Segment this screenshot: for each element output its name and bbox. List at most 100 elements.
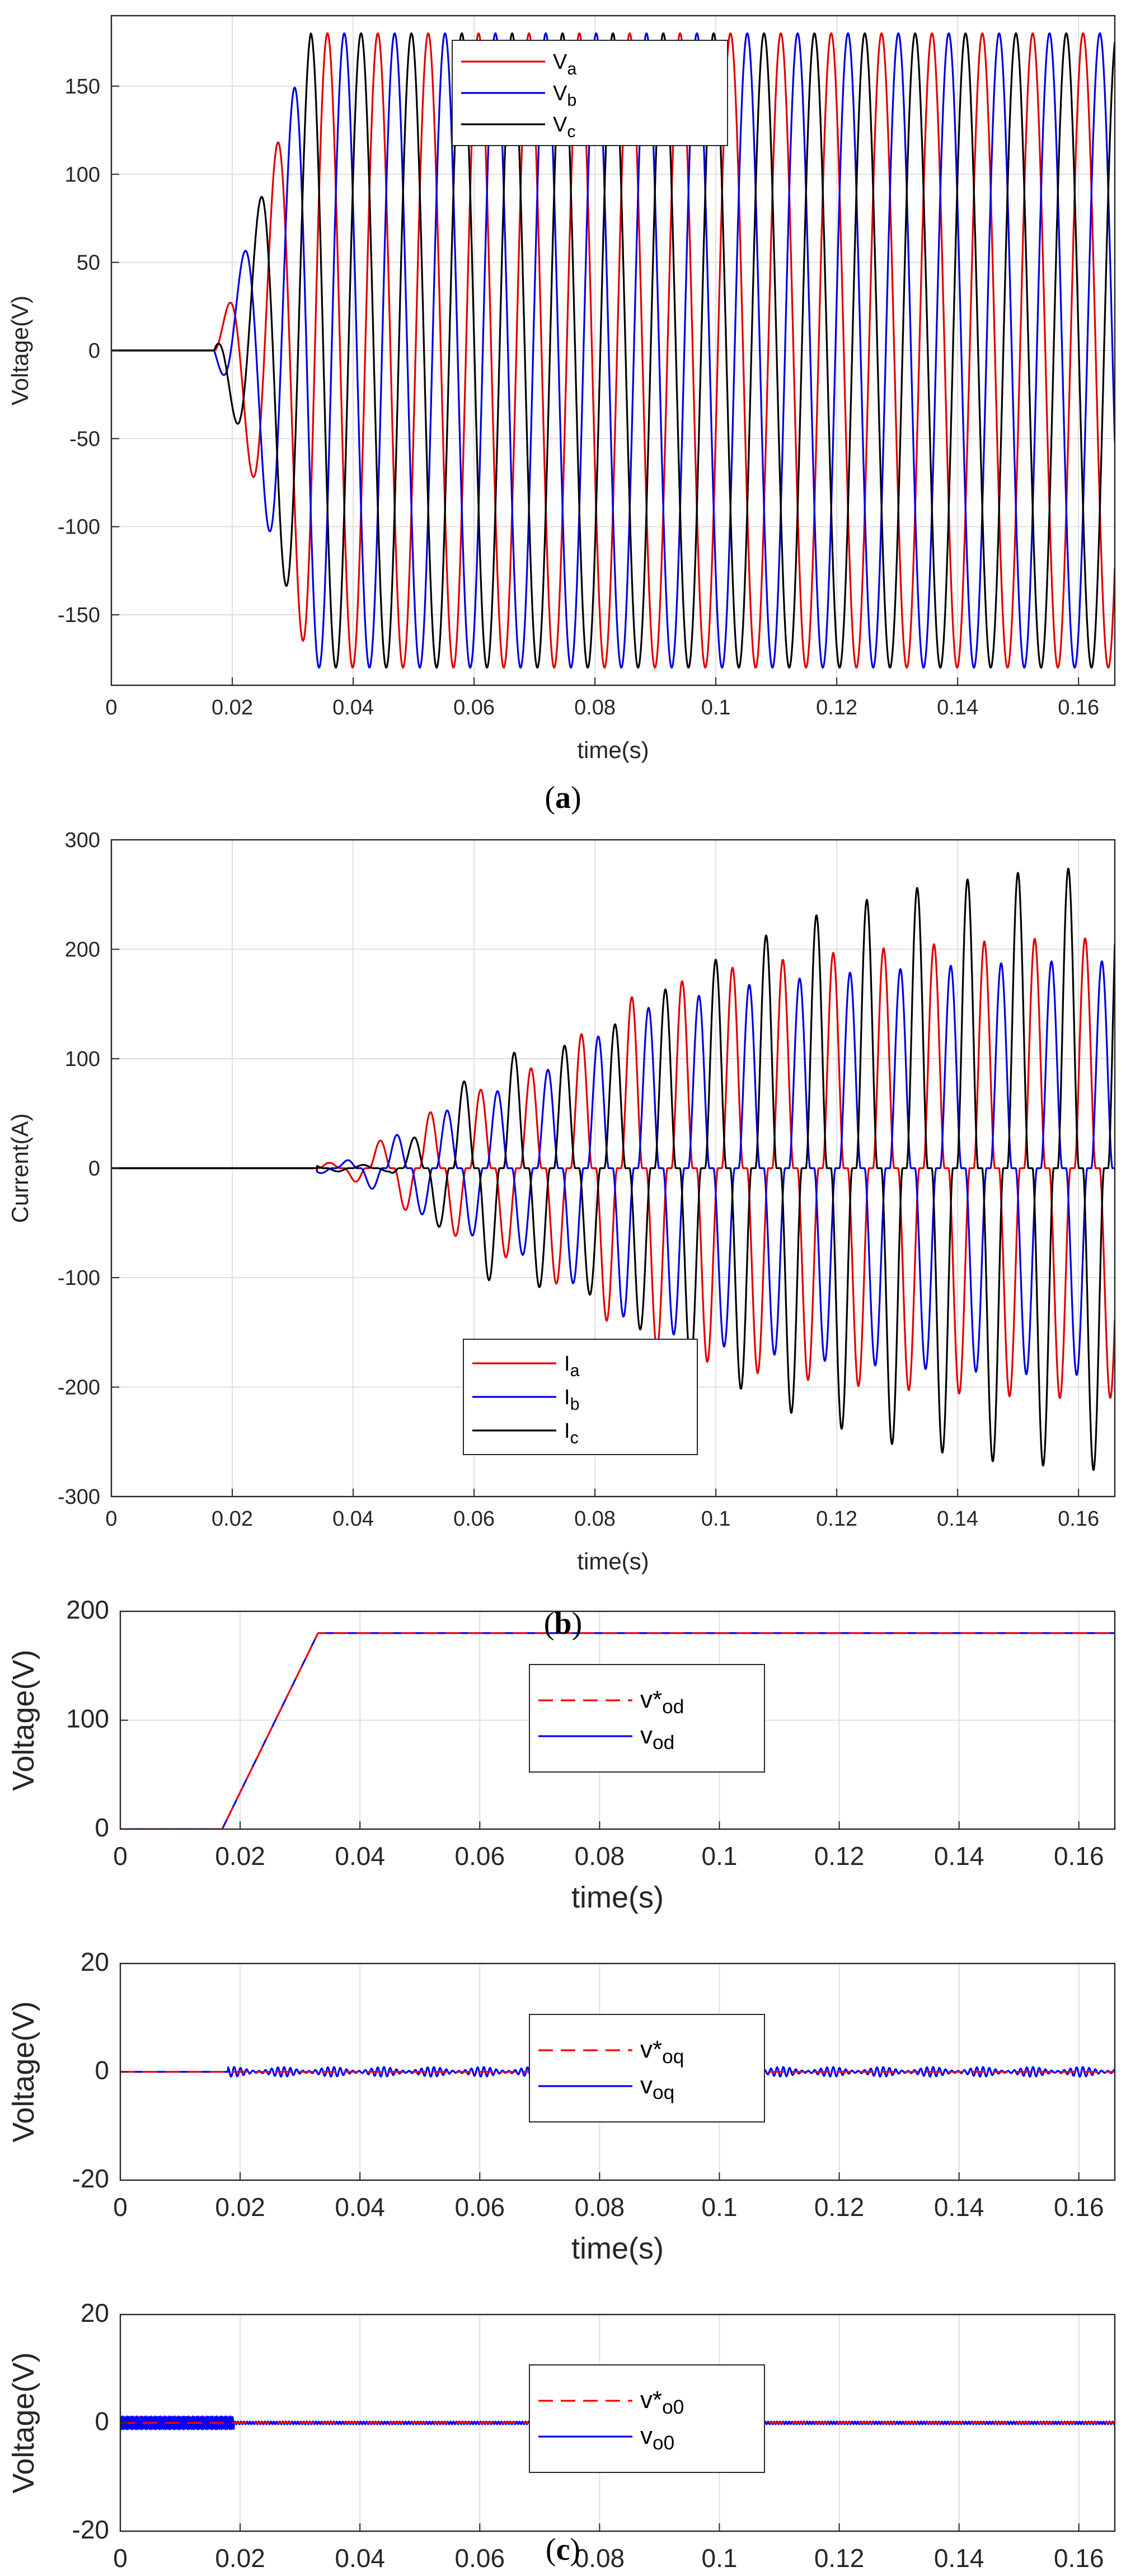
x-tick-label: 0.12 (816, 696, 857, 719)
legend-label-vo0: vo0 (640, 2422, 674, 2454)
chart-b: 0 0.02 0.04 0.06 0.08 0.1 0.12 0.14 0.16 300 200 10… (7, 829, 1116, 1574)
legend: v*o0 vo0 (529, 2364, 765, 2473)
legend: Va Vb Vc (452, 40, 728, 146)
legend-box (529, 1664, 765, 1773)
y-tick-label: 200 (66, 1595, 109, 1624)
legend: v*oq voq (529, 2014, 765, 2122)
y-tick-label: 100 (66, 1704, 109, 1733)
y-tick-label: 200 (65, 938, 100, 962)
legend-label-Ia: Ia (564, 1352, 580, 1380)
x-tick-label: 0.16 (1054, 2544, 1104, 2573)
x-tick-label: 0.16 (1054, 1841, 1104, 1871)
x-tick-label: 0.08 (574, 696, 616, 719)
series-line-Ic (111, 867, 1115, 1471)
x-tick-label: 0.1 (702, 2544, 738, 2573)
x-tick-label: 0.08 (574, 1507, 616, 1531)
x-tick-label: 0.02 (215, 2192, 265, 2222)
y-tick-label: 100 (65, 163, 100, 186)
y-axis-label: Voltage(V) (7, 2352, 40, 2493)
legend-box (529, 2014, 765, 2122)
x-tick-label: 0 (105, 696, 117, 719)
x-tick-label: 0.04 (335, 2192, 385, 2222)
x-tick-label: 0.12 (814, 1841, 865, 1871)
legend-label-Ib: Ib (564, 1386, 579, 1414)
series-group (120, 1632, 1115, 1829)
legend-label-Va: Va (553, 50, 576, 78)
legend-label-vod: vod (640, 1722, 674, 1754)
legend-label-v*oq: v*oq (640, 2036, 684, 2068)
x-tick-label: 0.14 (937, 1507, 978, 1531)
x-tick-label: 0.04 (332, 696, 374, 719)
x-tick-label: 0.04 (335, 2544, 385, 2573)
series-group (111, 32, 1115, 669)
y-tick-label: 20 (81, 1947, 109, 1976)
y-tick-label: 100 (65, 1048, 100, 1071)
x-tick-label: 0.14 (934, 2192, 984, 2222)
caption-b: (b) (544, 1606, 582, 1641)
x-tick-label: 0.1 (701, 696, 731, 719)
x-tick-label: 0 (105, 1507, 117, 1531)
legend-label-voq: voq (640, 2072, 674, 2103)
x-tick-label: 0.02 (215, 2544, 265, 2573)
x-tick-label: 0.08 (575, 2544, 625, 2573)
chart-c3: 00.020.040.060.080.10.120.140.16200-20ti… (7, 2298, 1116, 2573)
x-tick-label: 0.06 (453, 1507, 495, 1531)
y-tick-label: -20 (72, 2164, 109, 2193)
x-tick-label: 0.16 (1058, 696, 1099, 719)
x-tick-label: 0.14 (937, 696, 978, 719)
x-tick-label: 0 (113, 2192, 128, 2222)
y-tick-label: 300 (65, 829, 100, 852)
y-tick-label: 0 (88, 339, 100, 363)
x-tick-label: 0.1 (702, 2192, 738, 2222)
x-axis-label: time(s) (571, 1881, 664, 1914)
x-axis-label: time(s) (577, 737, 649, 763)
x-tick-label: 0.04 (332, 1507, 374, 1531)
chart-c2: 0 0.02 0.04 0.06 0.08 0.1 0.12 0.14 0.16200-20ti… (7, 1947, 1116, 2265)
x-tick-label: 0 (113, 2544, 128, 2573)
legend-label-v*o0: v*o0 (640, 2386, 684, 2418)
x-tick-label: 0.12 (814, 2192, 865, 2222)
y-tick-label: 20 (81, 2298, 109, 2327)
chart-c1: 0 0.02 0.04 0.06 0.08 0.1 0.12 0.14 0.16 200 100 0 t… (7, 1595, 1116, 1914)
legend-label-v*od: v*od (640, 1686, 684, 1718)
x-tick-label: 0.1 (702, 1841, 738, 1871)
y-tick-label: 0 (95, 2056, 109, 2085)
y-tick-label: -200 (58, 1376, 100, 1400)
y-tick-label: 150 (65, 75, 100, 99)
legend-label-Vc: Vc (553, 113, 576, 141)
x-axis-label: time(s) (577, 1548, 649, 1574)
y-tick-label: -20 (72, 2515, 109, 2544)
legend-box (529, 2364, 765, 2473)
y-axis-label: Voltage(V) (7, 2001, 40, 2142)
legend-label-Ic: Ic (564, 1419, 579, 1447)
y-axis-label: Voltage(V) (7, 296, 33, 405)
legend: Ia Ib Ic (463, 1339, 698, 1455)
y-axis-label: Voltage(V) (7, 1649, 40, 1790)
y-tick-label: -50 (69, 427, 100, 451)
y-tick-label: 50 (77, 251, 100, 275)
x-tick-label: 0.02 (215, 1841, 265, 1871)
series-line-v*od (120, 1632, 1115, 1829)
series-group (111, 867, 1115, 1471)
x-tick-label: 0.14 (934, 2544, 984, 2573)
x-tick-label: 0.12 (814, 2544, 865, 2573)
y-tick-label: -150 (58, 604, 100, 627)
series-line-Vc (111, 32, 1115, 669)
y-tick-label: 0 (95, 2407, 109, 2436)
x-tick-label: 0.06 (455, 1841, 505, 1871)
legend-label-Vb: Vb (553, 82, 576, 110)
y-tick-label: 0 (95, 1813, 109, 1842)
legend: v*od vod (529, 1664, 765, 1773)
x-tick-label: 0.06 (455, 2544, 505, 2573)
y-tick-label: -100 (58, 1266, 100, 1290)
y-tick-label: -300 (58, 1485, 100, 1509)
y-tick-label: 0 (88, 1157, 100, 1181)
caption-c: (c) (546, 2532, 580, 2567)
chart-a: 0 0.02 0.04 0.06 0.08 0.1 0.12 0.14 0.16 150 100 50… (7, 15, 1116, 763)
x-tick-label: 0.02 (212, 1507, 253, 1531)
x-tick-label: 0.04 (335, 1841, 385, 1871)
series-line-Vb (111, 32, 1115, 669)
x-tick-label: 0.1 (701, 1507, 731, 1531)
x-tick-label: 0.14 (934, 1841, 984, 1871)
